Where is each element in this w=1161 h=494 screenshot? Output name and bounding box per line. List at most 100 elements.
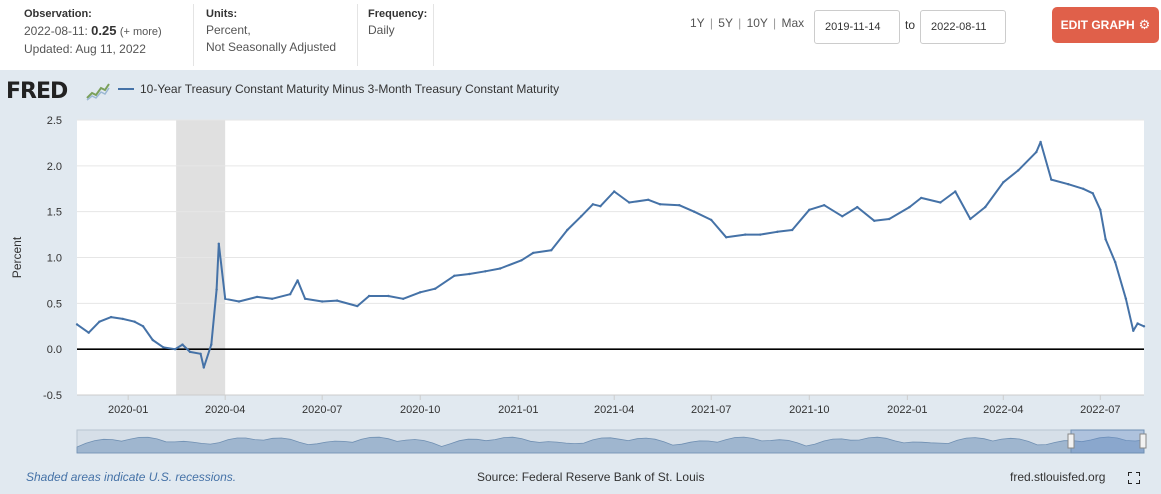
data-point[interactable] [217,242,220,245]
data-point[interactable] [98,320,101,323]
data-point[interactable] [210,343,213,346]
data-point[interactable] [647,198,650,201]
data-point[interactable] [856,205,859,209]
data-point[interactable] [759,233,762,236]
fred-url-link[interactable]: fred.stlouisfed.org [1010,470,1106,484]
range-10y-button[interactable]: 10Y [746,16,768,30]
data-point[interactable] [1082,187,1085,190]
data-point[interactable] [133,320,136,323]
data-point[interactable] [939,201,942,204]
data-point[interactable] [1039,140,1042,144]
end-date-input[interactable] [920,10,1006,44]
data-point[interactable] [920,196,923,200]
data-point[interactable] [87,331,90,334]
range-5y-button[interactable]: 5Y [718,16,733,30]
data-point[interactable] [255,295,259,299]
range-navigator[interactable] [76,429,1147,454]
data-point[interactable] [791,228,794,232]
data-point[interactable] [591,203,595,206]
data-point[interactable] [181,343,184,346]
data-point[interactable] [954,190,957,193]
fred-logo[interactable]: FRED [6,79,68,104]
fullscreen-icon[interactable] [1128,472,1140,484]
data-point[interactable] [693,210,696,213]
data-point[interactable] [613,190,616,193]
data-point[interactable] [188,350,192,354]
data-point[interactable] [580,215,583,218]
data-point[interactable] [270,297,274,300]
data-point[interactable] [367,294,371,298]
data-point[interactable] [419,291,422,294]
data-point[interactable] [1104,238,1107,241]
data-point[interactable] [402,297,405,300]
data-point[interactable] [550,249,553,252]
data-point[interactable] [1002,181,1005,184]
data-point[interactable] [1099,208,1102,211]
data-point[interactable] [484,270,487,273]
data-point[interactable] [434,287,437,290]
data-point[interactable] [141,325,145,328]
range-max-button[interactable]: Max [781,16,805,30]
data-point[interactable] [823,204,826,207]
data-point[interactable] [356,304,359,308]
data-point[interactable] [468,272,471,276]
data-point[interactable] [303,297,307,300]
data-point[interactable] [215,288,218,291]
data-point[interactable] [75,323,79,326]
data-point[interactable] [520,259,523,262]
data-point[interactable] [888,217,891,221]
data-point[interactable] [1142,325,1146,328]
data-point[interactable] [1067,183,1070,186]
data-point[interactable] [1091,192,1095,195]
data-point[interactable] [808,208,811,211]
data-point[interactable] [499,267,502,270]
data-point[interactable] [984,205,987,209]
data-point[interactable] [237,300,241,303]
data-point[interactable] [224,297,227,300]
data-point[interactable] [744,233,747,236]
data-point[interactable] [566,228,569,232]
data-point[interactable] [1050,178,1053,181]
data-point[interactable] [1132,329,1135,332]
data-point[interactable] [173,348,177,351]
data-point[interactable] [202,366,205,369]
data-point[interactable] [628,201,631,204]
data-point[interactable] [453,274,456,277]
data-point[interactable] [1124,297,1128,300]
data-point[interactable] [321,300,324,303]
edit-graph-button[interactable]: EDIT GRAPH ⚙ [1052,7,1159,43]
data-point[interactable] [335,299,339,302]
data-point[interactable] [289,293,292,296]
data-point[interactable] [1114,260,1117,264]
data-point[interactable] [162,346,165,349]
data-point[interactable] [908,205,911,209]
data-point[interactable] [109,315,113,319]
data-point[interactable] [710,218,713,222]
data-point[interactable] [199,352,202,355]
data-point[interactable] [387,294,390,298]
data-point[interactable] [873,219,876,222]
data-point[interactable] [599,205,602,208]
data-point[interactable] [296,279,299,282]
data-point[interactable] [1017,169,1020,172]
data-point[interactable] [1035,150,1038,154]
navigator-handle-left[interactable] [1067,433,1075,449]
data-point[interactable] [725,236,728,239]
navigator-selection[interactable] [1070,429,1145,454]
data-point[interactable] [841,215,844,218]
legend-series-name: 10-Year Treasury Constant Maturity Minus… [140,82,560,96]
data-point[interactable] [658,203,662,206]
series-line[interactable] [76,141,1145,369]
data-point[interactable] [121,317,125,321]
start-date-input[interactable] [814,10,900,44]
data-point[interactable] [678,204,681,207]
more-observations-link[interactable]: (+ more) [119,26,162,38]
data-point[interactable] [969,217,972,221]
navigator-handle-right[interactable] [1139,433,1147,449]
data-point[interactable] [776,230,779,233]
data-point[interactable] [151,338,154,342]
data-point[interactable] [532,251,535,255]
range-1y-button[interactable]: 1Y [690,16,705,30]
data-point[interactable] [1136,322,1139,325]
